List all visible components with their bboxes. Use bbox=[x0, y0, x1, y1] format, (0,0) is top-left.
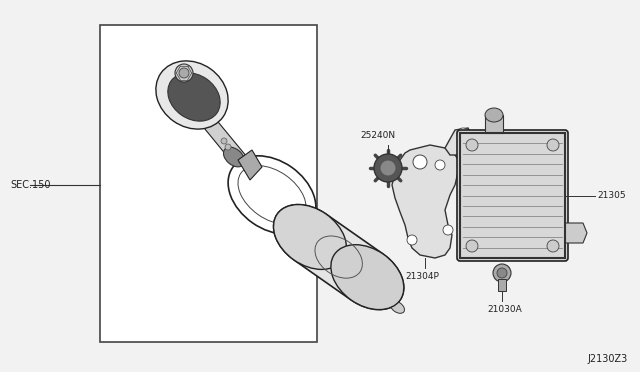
Text: SEC.150: SEC.150 bbox=[10, 180, 51, 190]
Circle shape bbox=[380, 160, 396, 176]
Circle shape bbox=[547, 240, 559, 252]
Polygon shape bbox=[565, 223, 587, 243]
Ellipse shape bbox=[156, 61, 228, 129]
Polygon shape bbox=[273, 205, 404, 310]
Bar bbox=[485, 115, 503, 133]
Circle shape bbox=[179, 68, 189, 78]
Circle shape bbox=[457, 128, 469, 140]
Circle shape bbox=[466, 139, 478, 151]
FancyBboxPatch shape bbox=[457, 130, 568, 261]
Text: J2130Z3: J2130Z3 bbox=[588, 354, 628, 364]
Circle shape bbox=[435, 160, 445, 170]
Ellipse shape bbox=[168, 73, 220, 121]
Polygon shape bbox=[160, 81, 222, 123]
Bar bbox=[498, 279, 506, 291]
Circle shape bbox=[547, 139, 559, 151]
Text: 21305: 21305 bbox=[597, 191, 626, 200]
Circle shape bbox=[413, 155, 427, 169]
Polygon shape bbox=[238, 150, 262, 180]
Circle shape bbox=[497, 268, 507, 278]
Ellipse shape bbox=[223, 147, 244, 167]
Text: 25240N: 25240N bbox=[360, 131, 395, 140]
Ellipse shape bbox=[362, 278, 388, 301]
Circle shape bbox=[493, 264, 511, 282]
Circle shape bbox=[221, 138, 227, 144]
Bar bbox=[100, 25, 317, 342]
Polygon shape bbox=[392, 145, 460, 258]
Ellipse shape bbox=[390, 301, 404, 313]
Text: 21030A: 21030A bbox=[487, 305, 522, 314]
Circle shape bbox=[225, 144, 231, 150]
Polygon shape bbox=[445, 128, 472, 155]
Ellipse shape bbox=[238, 166, 306, 224]
Ellipse shape bbox=[367, 282, 383, 296]
Circle shape bbox=[374, 154, 402, 182]
Circle shape bbox=[407, 235, 417, 245]
Circle shape bbox=[466, 240, 478, 252]
Circle shape bbox=[175, 64, 193, 82]
Ellipse shape bbox=[228, 156, 316, 234]
Ellipse shape bbox=[485, 108, 503, 122]
Text: 21304P: 21304P bbox=[405, 272, 439, 281]
Ellipse shape bbox=[273, 205, 346, 269]
Polygon shape bbox=[200, 117, 247, 167]
Circle shape bbox=[443, 225, 453, 235]
Ellipse shape bbox=[331, 245, 404, 310]
